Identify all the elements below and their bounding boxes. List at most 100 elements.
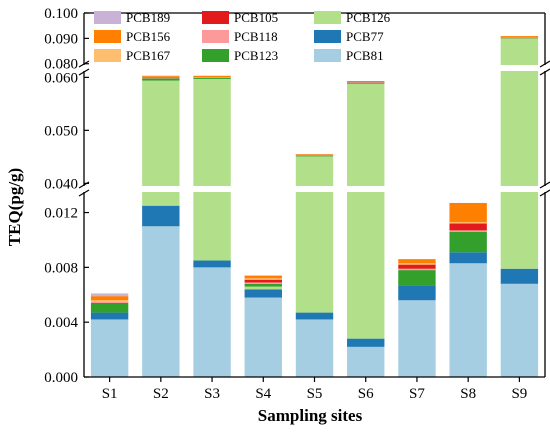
- bar-s9-pcb156: [500, 36, 539, 38]
- axis-break-mark: [78, 68, 90, 76]
- legend-label-pcb81: PCB81: [346, 48, 384, 63]
- legend-label-pcb126: PCB126: [346, 10, 391, 25]
- bar-s3-pcb126: [193, 78, 231, 186]
- bar-s4-pcb118: [244, 282, 282, 284]
- bar-s4-pcb105: [244, 279, 282, 283]
- bar-s2-pcb126: [142, 80, 180, 186]
- bar-s4-pcb77: [244, 289, 282, 298]
- bar-s3-pcb156: [193, 75, 231, 78]
- bar-s1-pcb189: [90, 293, 129, 297]
- bar-s9-pcb118: [500, 37, 539, 39]
- bar-s6-pcb126: [347, 192, 385, 339]
- bar-s7-pcb156: [398, 259, 436, 264]
- bar-s5-pcb123: [295, 155, 334, 157]
- bars-layer: [90, 36, 539, 377]
- legend-swatch-pcb81: [314, 49, 341, 62]
- bar-s8-pcb105: [449, 223, 487, 231]
- x-tick-label-s3: S3: [204, 386, 220, 402]
- bar-s3-pcb77: [193, 260, 231, 268]
- legend-swatch-pcb156: [94, 30, 121, 43]
- x-axis-title: Sampling sites: [258, 406, 363, 425]
- legend-swatch-pcb123: [202, 49, 229, 62]
- bar-s6-pcb156: [347, 81, 385, 82]
- legend-label-pcb123: PCB123: [234, 48, 278, 63]
- axis-break-mark: [539, 68, 550, 76]
- legend-swatch-pcb167: [94, 49, 121, 62]
- bar-s2-pcb118: [142, 77, 180, 79]
- bar-s9-pcb126: [500, 192, 539, 269]
- bar-s4-pcb126: [244, 286, 282, 290]
- bar-s9-pcb81: [500, 283, 539, 377]
- bar-s8-pcb123: [449, 231, 487, 253]
- bar-s3-pcb81: [193, 267, 231, 377]
- x-tick-label-s2: S2: [153, 386, 169, 402]
- axis-break-mark: [539, 181, 550, 189]
- bar-s8-pcb77: [449, 252, 487, 264]
- legend-label-pcb77: PCB77: [346, 29, 384, 44]
- x-tick-label-s8: S8: [460, 386, 476, 402]
- bar-s4-pcb123: [244, 283, 282, 287]
- axis-break-mark: [539, 189, 550, 197]
- bar-s3-pcb123: [193, 77, 231, 79]
- bar-s3-pcb118: [193, 77, 231, 78]
- legend-label-pcb167: PCB167: [126, 48, 171, 63]
- axis-break-mark: [78, 189, 90, 197]
- legend-swatch-pcb118: [202, 30, 229, 43]
- bar-s7-pcb105: [398, 264, 436, 269]
- bar-s1-pcb118: [90, 301, 129, 303]
- bar-s1-pcb156: [90, 296, 129, 301]
- bar-s8-pcb156: [449, 202, 487, 223]
- legend-label-pcb189: PCB189: [126, 10, 170, 25]
- bar-s8-pcb118: [449, 230, 487, 232]
- x-tick-label-s9: S9: [511, 386, 527, 402]
- bar-s7-pcb118: [398, 268, 436, 271]
- x-tick-label-s7: S7: [409, 386, 425, 402]
- bar-s2-pcb123: [142, 78, 180, 81]
- ticks-layer: 0.000 0.004 0.008 0.012 0.040 0.050 0.0600.080…: [44, 6, 527, 402]
- bar-s4-pcb81: [244, 297, 282, 377]
- y-tick-label: 0.090: [44, 31, 78, 47]
- bar-s1-pcb123: [90, 303, 129, 313]
- x-tick-label-s5: S5: [307, 386, 323, 402]
- y-tick-label: 0.100: [44, 6, 78, 22]
- bar-s9-pcb77: [500, 268, 539, 284]
- bar-s7-pcb167: [398, 263, 436, 265]
- bar-s3-pcb126: [193, 192, 231, 261]
- y-tick-label: 0.012: [44, 206, 78, 222]
- y-tick-label: 0.000: [44, 370, 78, 386]
- bar-s5-pcb126: [295, 192, 334, 313]
- bar-s8-pcb167: [449, 222, 487, 224]
- bar-s1-pcb77: [90, 312, 129, 320]
- bar-s9-pcb126: [500, 38, 539, 65]
- bar-s5-pcb156: [295, 154, 334, 155]
- bar-s5-pcb118: [295, 155, 334, 156]
- axis-break-gap: [78, 186, 550, 192]
- y-tick-label: 0.080: [44, 57, 78, 73]
- y-tick-label: 0.050: [44, 123, 78, 139]
- bar-s5-pcb77: [295, 312, 334, 320]
- bar-s6-pcb105: [347, 81, 385, 83]
- legend-swatch-pcb105: [202, 11, 229, 24]
- bar-s2-pcb77: [142, 205, 180, 227]
- legend: PCB189 PCB105 PCB126 PCB156 PCB118 PCB77 PCB16…: [94, 10, 391, 63]
- bar-s7-pcb123: [398, 270, 436, 286]
- y-tick-label: 0.060: [44, 70, 78, 86]
- bar-s6-pcb118: [347, 82, 385, 83]
- bar-s1-pcb81: [90, 319, 129, 377]
- bar-s6-pcb126: [347, 83, 385, 186]
- legend-swatch-pcb189: [94, 11, 121, 24]
- axis-break-mark: [539, 60, 550, 68]
- bar-s5-pcb126: [295, 156, 334, 186]
- bar-s2-pcb167: [142, 76, 180, 78]
- bar-s6-pcb123: [347, 82, 385, 84]
- legend-label-pcb118: PCB118: [234, 29, 278, 44]
- y-tick-label: 0.008: [44, 260, 78, 276]
- y-tick-label: 0.040: [44, 176, 78, 192]
- bar-s5-pcb105: [295, 154, 334, 156]
- bar-s2-pcb81: [142, 226, 180, 377]
- bar-s5-pcb81: [295, 319, 334, 377]
- bar-s6-pcb81: [347, 346, 385, 377]
- bar-s1-pcb167: [90, 300, 129, 302]
